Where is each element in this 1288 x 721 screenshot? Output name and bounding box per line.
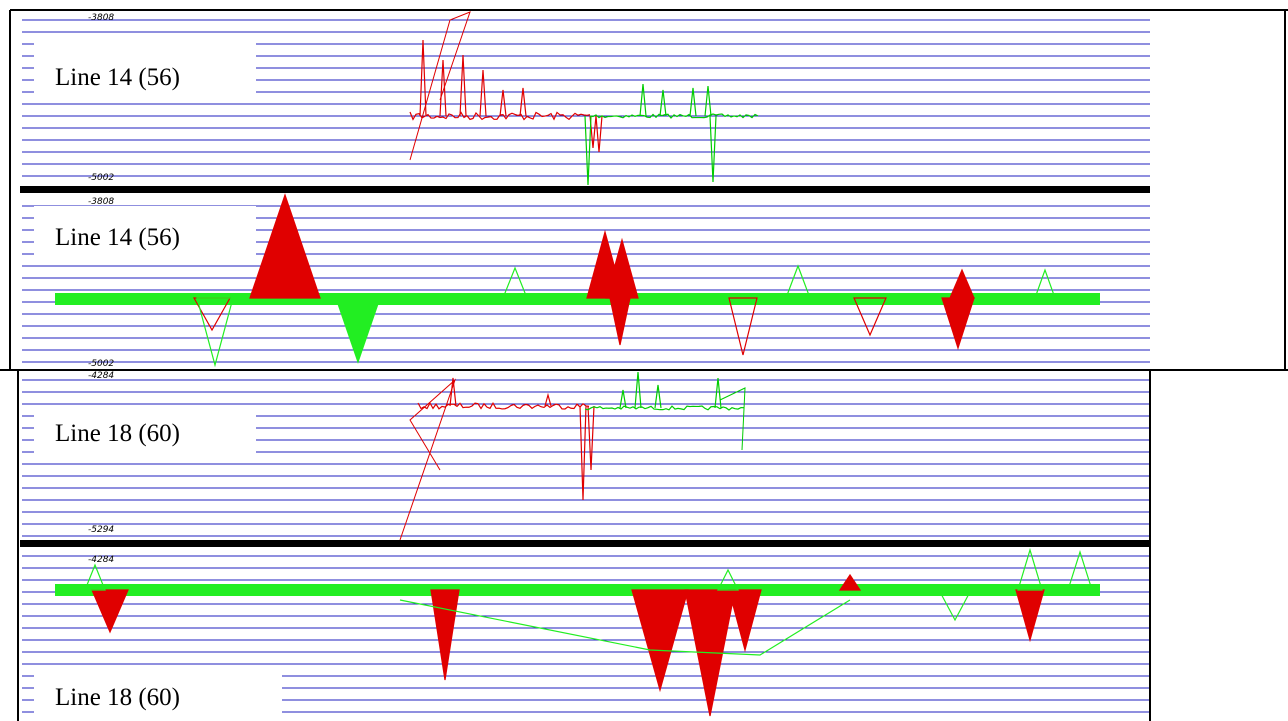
wavelet [631, 589, 689, 693]
label-box [34, 672, 282, 718]
line-title: Line 18 (60) [55, 420, 180, 447]
wavelet [853, 297, 887, 337]
spike [639, 83, 647, 117]
axis-label: -3808 [88, 13, 114, 23]
wavelet [949, 268, 975, 299]
spike [659, 89, 667, 117]
band [55, 584, 1100, 596]
label-box [34, 206, 256, 258]
wavelet [1067, 550, 1093, 591]
spike [709, 115, 717, 183]
trace [399, 378, 457, 541]
spike [499, 89, 507, 117]
trace [584, 405, 745, 411]
wavelet [717, 568, 739, 591]
wavelet [430, 589, 460, 681]
trace [399, 599, 851, 656]
wavelet [196, 297, 234, 368]
trace [409, 11, 471, 161]
line-title: Line 14 (56) [55, 224, 180, 251]
wavelet [1034, 268, 1056, 299]
label-box [34, 408, 256, 458]
wavelet [249, 193, 321, 299]
axis-label: -4284 [88, 555, 114, 565]
wavelet [785, 264, 811, 299]
axis-label: -3808 [88, 197, 114, 207]
line-title: Line 18 (60) [55, 684, 180, 711]
spike [449, 377, 457, 407]
spike [714, 377, 722, 409]
wavelet [838, 573, 862, 591]
axis-label: -5294 [88, 525, 114, 535]
separator-bar [20, 540, 1150, 547]
spike [587, 405, 595, 471]
wavelet [335, 297, 381, 364]
spike [654, 384, 662, 409]
wavelet [728, 297, 758, 356]
wavelet [728, 589, 762, 653]
wavelet [609, 297, 631, 346]
spike [634, 371, 642, 409]
spike [579, 405, 587, 501]
spike [419, 39, 427, 117]
axis-label: -5002 [88, 173, 114, 183]
wavelet [938, 589, 972, 622]
wavelet [84, 563, 106, 591]
labels: -3808 -5002 Line 14 (56) -3808 -5002 Line 14 … [34, 13, 282, 719]
spike [704, 85, 712, 117]
label-box [34, 42, 256, 98]
spike [479, 69, 487, 117]
axis-label: -5002 [88, 359, 114, 369]
spike [544, 392, 552, 407]
spike [689, 87, 697, 117]
line-title: Line 14 (56) [55, 64, 180, 91]
spike [595, 115, 603, 153]
wavelet [1017, 547, 1043, 591]
separator-bar [20, 186, 1150, 193]
axis-label: -4284 [88, 371, 114, 381]
frame [0, 9, 1288, 721]
wavelet [502, 266, 528, 299]
spike [584, 115, 592, 186]
trace [719, 387, 746, 451]
spike [619, 389, 627, 409]
wavelet [91, 589, 129, 634]
traces [55, 11, 1100, 717]
spike [459, 54, 467, 117]
spike [519, 87, 527, 117]
trace [589, 113, 759, 119]
